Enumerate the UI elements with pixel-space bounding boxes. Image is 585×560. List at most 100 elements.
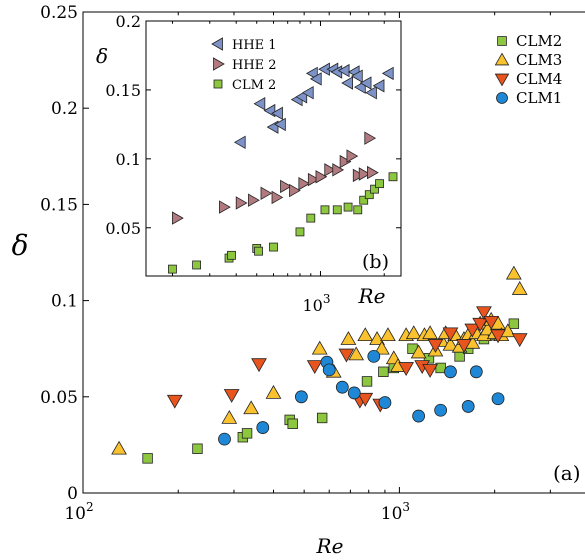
- data-point: [388, 172, 398, 182]
- data-point: [370, 184, 379, 194]
- series-clm4: [166, 306, 528, 413]
- data-point: [405, 325, 422, 340]
- data-point: [298, 176, 311, 191]
- data-point: [324, 163, 337, 177]
- y-tick-label: 0.1: [51, 292, 78, 312]
- data-point: [367, 165, 379, 180]
- data-point: [315, 170, 328, 184]
- data-point: [469, 365, 483, 379]
- data-point: [218, 432, 231, 446]
- data-point: [111, 440, 127, 455]
- legend-label: CLM1: [516, 89, 562, 107]
- data-point: [422, 364, 438, 378]
- data-point: [442, 327, 459, 342]
- data-point: [412, 409, 426, 423]
- data-point: [483, 315, 500, 330]
- data-point: [491, 392, 505, 406]
- data-point: [353, 205, 363, 215]
- y-tick-label: 0.25: [40, 3, 78, 23]
- data-point: [456, 339, 472, 353]
- data-point: [427, 339, 444, 353]
- y-tick-label: 0.05: [105, 219, 141, 238]
- data-point: [511, 333, 528, 348]
- data-point: [343, 202, 353, 212]
- data-point: [422, 325, 438, 340]
- inset-y-axis-title: δ: [96, 44, 108, 68]
- panel-label-a: (a): [553, 461, 581, 485]
- data-point: [221, 409, 238, 424]
- data-point: [243, 400, 260, 415]
- data-point: [294, 390, 308, 404]
- data-point: [359, 195, 369, 205]
- data-point: [269, 242, 278, 252]
- panel-label-b: (b): [362, 251, 389, 273]
- data-point: [350, 69, 363, 83]
- series-clm1: [218, 349, 505, 446]
- legend-marker: [494, 52, 510, 66]
- data-point: [274, 117, 286, 132]
- data-point: [172, 211, 184, 225]
- data-point: [490, 329, 506, 344]
- legend-label: CLM3: [516, 51, 562, 69]
- data-point: [271, 106, 283, 121]
- data-point: [316, 412, 328, 424]
- legend-item-hhe-2: HHE 2: [213, 57, 277, 73]
- data-point: [320, 205, 330, 215]
- y-tick-label: 0.05: [40, 388, 78, 408]
- inset-legend: HHE 1 HHE 2 CLM 2: [211, 37, 277, 93]
- legend-item-clm2: CLM2: [497, 32, 562, 50]
- legend-label: CLM2: [516, 32, 562, 50]
- data-point: [347, 386, 361, 400]
- legend-marker: [494, 73, 510, 87]
- data-point: [287, 418, 298, 429]
- data-point: [410, 344, 427, 359]
- data-point: [309, 72, 322, 86]
- data-point: [306, 360, 323, 375]
- legend-marker: [496, 92, 508, 104]
- data-point: [508, 318, 520, 329]
- data-point: [306, 213, 316, 223]
- inset-x-axis-title: Re: [358, 284, 386, 308]
- y-tick-label: 0.2: [116, 12, 141, 31]
- inset-plot: 0.05 0.1 0.15 0.2 103 Re δ (b) HHE 1 HHE 2 CLM…: [96, 12, 402, 315]
- data-point: [442, 336, 459, 351]
- data-point: [168, 264, 177, 274]
- x-tick-exponent: 3: [402, 500, 410, 514]
- data-point: [254, 246, 263, 256]
- data-point: [339, 154, 352, 169]
- data-point: [444, 365, 457, 379]
- data-point: [142, 453, 153, 464]
- data-point: [256, 421, 270, 434]
- y-tick-label: 0.1: [116, 150, 141, 169]
- data-point: [369, 331, 385, 345]
- data-point: [511, 281, 528, 295]
- data-point: [352, 168, 365, 183]
- data-point: [505, 265, 522, 280]
- legend-label: HHE 1: [232, 38, 277, 53]
- main-plot-frame: [82, 11, 585, 494]
- legend-marker: [213, 57, 225, 71]
- series-clm-2: [168, 172, 398, 274]
- data-point: [357, 327, 374, 342]
- data-point: [365, 85, 377, 100]
- data-point: [357, 392, 374, 407]
- data-point: [454, 351, 465, 362]
- data-point: [461, 400, 475, 413]
- main-plot-markers: [111, 265, 528, 464]
- legend-item-hhe-1: HHE 1: [211, 37, 277, 53]
- x-tick-label: 103: [302, 292, 330, 315]
- data-point: [361, 376, 373, 387]
- data-point: [265, 384, 282, 399]
- data-point: [372, 79, 385, 93]
- y-tick-label: 0.15: [40, 195, 78, 215]
- inset-plot-background: [146, 21, 401, 276]
- data-point: [378, 396, 392, 409]
- series-hhe-1: [233, 62, 394, 149]
- data-point: [348, 346, 365, 361]
- x-tick-exponent: 3: [323, 292, 331, 306]
- data-point: [233, 135, 246, 149]
- data-point: [337, 63, 350, 78]
- data-point: [434, 403, 448, 417]
